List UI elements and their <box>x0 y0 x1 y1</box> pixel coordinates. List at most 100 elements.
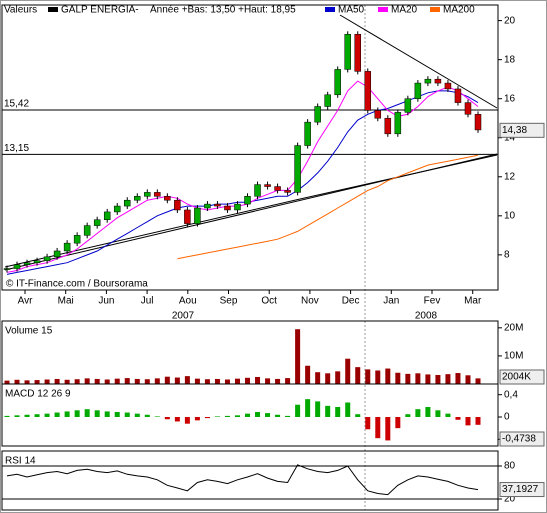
candle <box>224 205 231 211</box>
volume-bar <box>84 378 90 384</box>
macd-bar <box>44 413 50 417</box>
legend-swatch <box>325 7 335 12</box>
macd-bar <box>114 411 120 417</box>
y-tick-label: 18 <box>504 54 516 65</box>
candle <box>294 145 301 193</box>
y-tick-label: 0 <box>504 412 510 423</box>
volume-bar <box>425 374 431 384</box>
macd-bar <box>435 410 441 417</box>
candle <box>254 184 261 197</box>
macd-bar <box>184 417 190 424</box>
candle <box>324 94 331 107</box>
volume-bar <box>395 372 401 384</box>
macd-bar <box>124 412 130 417</box>
level-label: 15,42 <box>4 99 29 110</box>
macd-bar <box>214 416 220 417</box>
candle <box>304 121 311 146</box>
volume-bar <box>315 372 321 384</box>
macd-bar <box>154 416 160 417</box>
volume-bar <box>325 373 331 384</box>
candle <box>23 262 31 265</box>
volume-bar <box>385 368 391 384</box>
volume-bar <box>124 378 130 384</box>
macd-bar <box>24 414 30 417</box>
candle <box>103 211 111 220</box>
panel-frame <box>1 4 499 291</box>
volume-bar <box>305 365 311 384</box>
candle <box>204 203 211 209</box>
legend-swatch <box>378 7 388 12</box>
volume-bar <box>14 379 20 384</box>
volume-bar <box>455 373 461 384</box>
macd-bar <box>375 417 381 439</box>
y-tick-label: 8 <box>504 250 510 261</box>
x-tick-label: Jan <box>383 296 399 307</box>
volume-bar <box>415 373 421 384</box>
volume-bar <box>275 378 281 384</box>
candle <box>234 203 241 211</box>
candle <box>454 88 462 103</box>
legend-label: MA20 <box>391 5 418 16</box>
macd-bar <box>285 415 291 417</box>
legend-label: MA50 <box>338 5 365 16</box>
candle <box>43 256 51 261</box>
volume-bar <box>4 380 10 384</box>
volume-bar <box>104 379 110 384</box>
x-tick-label: Aou <box>179 296 197 307</box>
candle <box>134 196 141 201</box>
candle <box>464 102 472 115</box>
volume-bar <box>445 374 451 384</box>
volume-bar <box>184 376 190 384</box>
candle <box>144 192 151 197</box>
candle <box>53 250 61 258</box>
header-label: Valeurs <box>4 5 37 16</box>
y-tick-label: 20M <box>504 322 523 333</box>
macd-bar <box>14 415 20 417</box>
last-value-box <box>499 431 545 447</box>
macd-bar <box>355 414 361 417</box>
volume-bar <box>194 378 200 384</box>
volume-bar <box>24 380 30 384</box>
x-group-label: 2008 <box>415 311 438 322</box>
volume-bar <box>64 379 70 384</box>
volume-bar <box>245 377 251 384</box>
volume-bar <box>234 378 240 384</box>
candle <box>284 190 291 193</box>
candle <box>394 112 402 135</box>
macd-bar <box>174 417 180 422</box>
macd-bar <box>245 413 251 417</box>
volume-bar <box>285 378 291 384</box>
candle <box>424 78 432 84</box>
macd-bar <box>134 413 140 417</box>
candle <box>264 184 271 187</box>
macd-bar <box>265 413 271 417</box>
y-tick-label: 20 <box>504 15 516 26</box>
macd-bar <box>4 415 10 417</box>
macd-bar <box>365 417 371 430</box>
volume-bar <box>54 378 60 384</box>
candle <box>474 114 482 131</box>
panel-frame <box>1 450 499 511</box>
macd-bar <box>395 417 401 429</box>
candle <box>83 225 91 236</box>
macd-bar <box>144 414 150 417</box>
volume-bar <box>94 378 100 384</box>
rsi-line <box>6 464 479 496</box>
macd-bar <box>335 406 341 417</box>
macd-bar <box>345 402 351 417</box>
macd-bar <box>295 404 301 417</box>
macd-bar <box>234 415 240 417</box>
volume-bar <box>335 371 341 384</box>
ma-line <box>6 90 479 275</box>
macd-bar <box>415 409 421 417</box>
legend-swatch <box>430 7 440 12</box>
last-value-label: -0,4738 <box>502 434 536 445</box>
candle <box>434 78 442 84</box>
macd-bar <box>275 414 281 417</box>
candle <box>63 242 71 252</box>
candle <box>354 34 361 72</box>
macd-bar <box>255 411 261 417</box>
macd-bar <box>465 417 471 426</box>
candle <box>344 34 351 70</box>
